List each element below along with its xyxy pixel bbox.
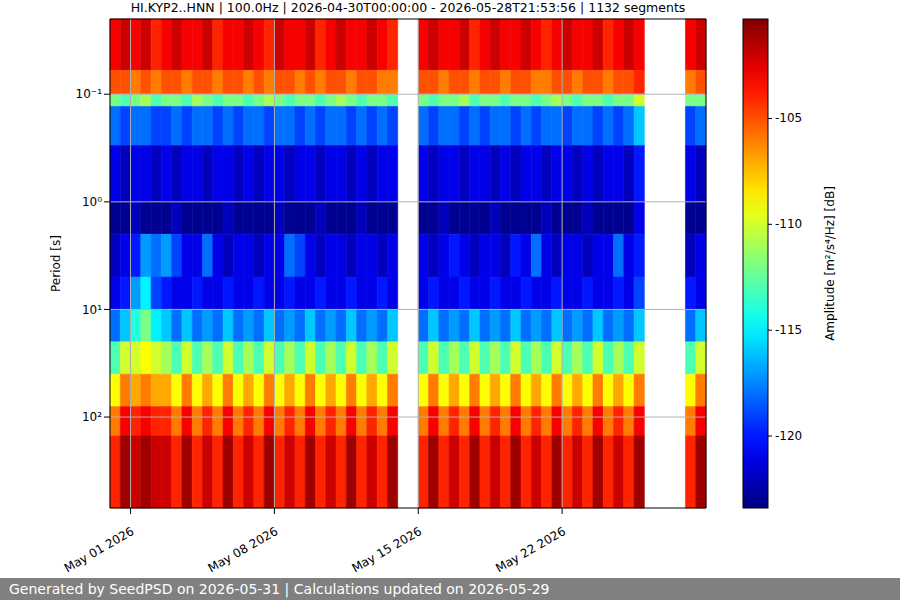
svg-text:Amplitude [m²/s⁴/Hz] [dB]: Amplitude [m²/s⁴/Hz] [dB] bbox=[823, 186, 837, 341]
html-text:Generated by SeedPSD on 2026-0: Generated by SeedPSD on 2026-05-31 | Cal… bbox=[9, 581, 550, 597]
svg-text:-120: -120 bbox=[775, 429, 802, 443]
svg-text:10¹: 10¹ bbox=[82, 303, 102, 317]
svg-text:May 08 2026: May 08 2026 bbox=[206, 524, 281, 575]
svg-text:-105: -105 bbox=[775, 111, 802, 125]
svg-text:10⁰: 10⁰ bbox=[82, 195, 102, 209]
svg-text:10²: 10² bbox=[82, 410, 102, 424]
html-text:HI.KYP2..HNN | 100.0Hz | 2026-: HI.KYP2..HNN | 100.0Hz | 2026-04-30T00:0… bbox=[130, 0, 686, 15]
svg-text:-110: -110 bbox=[775, 217, 802, 231]
svg-text:May 01 2026: May 01 2026 bbox=[62, 524, 137, 575]
svg-text:May 22 2026: May 22 2026 bbox=[493, 524, 568, 575]
svg-text:Period [s]: Period [s] bbox=[49, 235, 63, 292]
svg-text:10⁻¹: 10⁻¹ bbox=[76, 87, 103, 101]
svg-text:May 15 2026: May 15 2026 bbox=[349, 524, 424, 575]
svg-text:-115: -115 bbox=[775, 323, 802, 337]
